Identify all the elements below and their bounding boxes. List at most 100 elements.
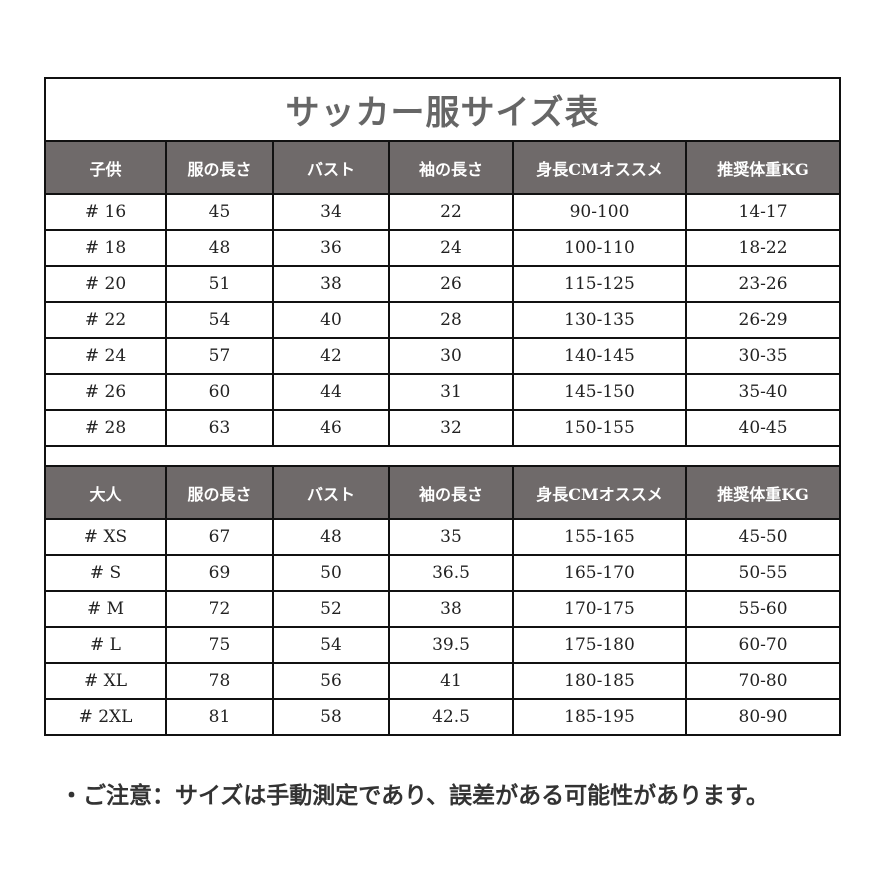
table-row: # 16 45 34 22 90-100 14-17 — [44, 193, 842, 231]
size-chart-table: サッカー服サイズ表 子供 服の長さ バスト 袖の長さ 身長CMオススメ 推奨体重KG # 1… — [43, 77, 842, 736]
table-cell: 48 — [272, 518, 390, 556]
table-cell: 26-29 — [684, 301, 842, 339]
table-cell: 140-145 — [512, 337, 687, 375]
table-cell: # 28 — [44, 409, 167, 447]
table-cell: # XL — [44, 662, 167, 700]
table-cell: 38 — [272, 265, 390, 303]
table-cell: # 20 — [44, 265, 167, 303]
table-cell: 100-110 — [512, 229, 687, 267]
table-cell: 58 — [272, 698, 390, 736]
table-cell: 23-26 — [684, 265, 842, 303]
table-cell: 57 — [165, 337, 274, 375]
table-cell: 40 — [272, 301, 390, 339]
table-cell: # M — [44, 590, 167, 628]
column-header: バスト — [272, 140, 390, 195]
table-cell: # 16 — [44, 193, 167, 231]
table-cell: 69 — [165, 554, 274, 592]
table-row: # 24 57 42 30 140-145 30-35 — [44, 337, 842, 375]
table-cell: 30-35 — [684, 337, 842, 375]
column-header: 袖の長さ — [388, 465, 514, 520]
table-cell: 63 — [165, 409, 274, 447]
table-cell: 28 — [388, 301, 514, 339]
table-cell: 170-175 — [512, 590, 687, 628]
table-cell: 180-185 — [512, 662, 687, 700]
table-row: # 28 63 46 32 150-155 40-45 — [44, 409, 842, 447]
table-cell: 22 — [388, 193, 514, 231]
table-cell: 24 — [388, 229, 514, 267]
column-header: バスト — [272, 465, 390, 520]
table-cell: # 2XL — [44, 698, 167, 736]
table-cell: 130-135 — [512, 301, 687, 339]
column-header: 推奨体重KG — [684, 465, 842, 520]
column-header: 身長CMオススメ — [512, 465, 687, 520]
table-cell: 36 — [272, 229, 390, 267]
table-cell: 54 — [272, 626, 390, 664]
table-row: # M 72 52 38 170-175 55-60 — [44, 590, 842, 628]
table-cell: 42.5 — [388, 698, 514, 736]
table-cell: 175-180 — [512, 626, 687, 664]
table-cell: 67 — [165, 518, 274, 556]
section-spacer — [43, 445, 842, 467]
table-cell: 150-155 — [512, 409, 687, 447]
column-header: 服の長さ — [165, 465, 274, 520]
table-row: # XS 67 48 35 155-165 45-50 — [44, 518, 842, 556]
table-cell: # XS — [44, 518, 167, 556]
table-cell: 56 — [272, 662, 390, 700]
table-cell: # L — [44, 626, 167, 664]
table-row: # 26 60 44 31 145-150 35-40 — [44, 373, 842, 411]
table-cell: 50-55 — [684, 554, 842, 592]
table-cell: 45 — [165, 193, 274, 231]
table-cell: 31 — [388, 373, 514, 411]
adults-header-row: 大人 服の長さ バスト 袖の長さ 身長CMオススメ 推奨体重KG — [44, 465, 842, 520]
table-cell: 60 — [165, 373, 274, 411]
column-header: 袖の長さ — [388, 140, 514, 195]
disclaimer-note: ・ご注意：サイズは手動測定であり、誤差がある可能性があります。 — [60, 783, 769, 809]
column-header: 子供 — [44, 140, 167, 195]
table-cell: 78 — [165, 662, 274, 700]
column-header: 服の長さ — [165, 140, 274, 195]
table-cell: 55-60 — [684, 590, 842, 628]
table-cell: 40-45 — [684, 409, 842, 447]
spacer-cell — [43, 445, 842, 467]
column-header: 推奨体重KG — [684, 140, 842, 195]
table-cell: 60-70 — [684, 626, 842, 664]
table-row: # 22 54 40 28 130-135 26-29 — [44, 301, 842, 339]
table-cell: 185-195 — [512, 698, 687, 736]
table-row: # 18 48 36 24 100-110 18-22 — [44, 229, 842, 267]
table-cell: 54 — [165, 301, 274, 339]
table-cell: 34 — [272, 193, 390, 231]
table-cell: # 22 — [44, 301, 167, 339]
table-cell: 90-100 — [512, 193, 687, 231]
table-cell: 115-125 — [512, 265, 687, 303]
table-cell: 70-80 — [684, 662, 842, 700]
table-cell: # S — [44, 554, 167, 592]
table-row: # XL 78 56 41 180-185 70-80 — [44, 662, 842, 700]
table-cell: # 18 — [44, 229, 167, 267]
table-cell: 48 — [165, 229, 274, 267]
table-cell: 50 — [272, 554, 390, 592]
table-cell: 80-90 — [684, 698, 842, 736]
table-cell: 52 — [272, 590, 390, 628]
table-cell: 81 — [165, 698, 274, 736]
table-cell: 14-17 — [684, 193, 842, 231]
table-cell: 38 — [388, 590, 514, 628]
table-cell: 42 — [272, 337, 390, 375]
table-cell: 18-22 — [684, 229, 842, 267]
table-row: # 2XL 81 58 42.5 185-195 80-90 — [44, 698, 842, 736]
table-cell: 36.5 — [388, 554, 514, 592]
table-cell: 41 — [388, 662, 514, 700]
table-cell: 35-40 — [684, 373, 842, 411]
table-row: # S 69 50 36.5 165-170 50-55 — [44, 554, 842, 592]
table-cell: 145-150 — [512, 373, 687, 411]
column-header: 身長CMオススメ — [512, 140, 687, 195]
kids-header-row: 子供 服の長さ バスト 袖の長さ 身長CMオススメ 推奨体重KG — [44, 140, 842, 195]
chart-title: サッカー服サイズ表 — [43, 77, 842, 142]
table-cell: 45-50 — [684, 518, 842, 556]
table-cell: 35 — [388, 518, 514, 556]
table-cell: 51 — [165, 265, 274, 303]
table-cell: # 26 — [44, 373, 167, 411]
table-row: # L 75 54 39.5 175-180 60-70 — [44, 626, 842, 664]
table-cell: 30 — [388, 337, 514, 375]
table-cell: 39.5 — [388, 626, 514, 664]
table-cell: # 24 — [44, 337, 167, 375]
